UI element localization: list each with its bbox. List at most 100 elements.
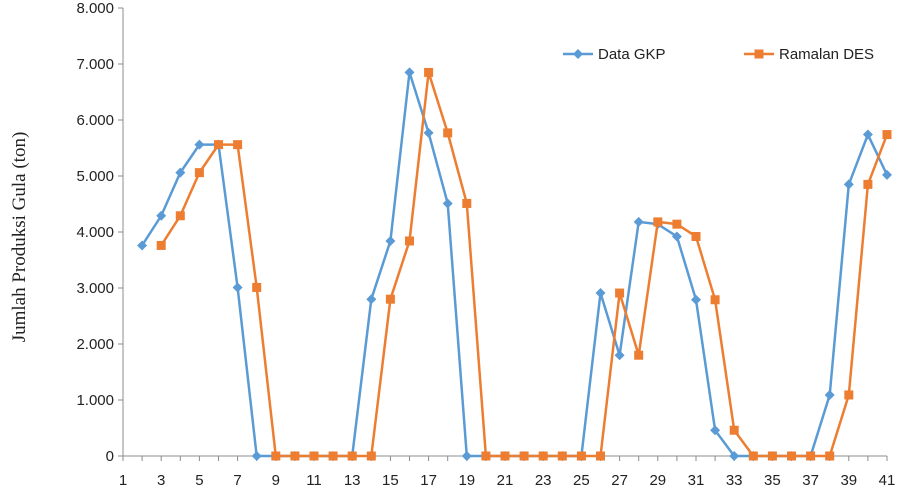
x-tick-label: 5 bbox=[195, 472, 203, 489]
series-2-point bbox=[806, 451, 816, 461]
x-tick-label: 23 bbox=[535, 472, 552, 489]
series-2-point bbox=[309, 451, 319, 461]
x-tick-label: 33 bbox=[726, 472, 743, 489]
series-1-point bbox=[232, 282, 243, 293]
series-2-point bbox=[767, 451, 777, 461]
series-1-point bbox=[423, 127, 434, 138]
series-2-point bbox=[443, 128, 453, 138]
series-1-point bbox=[175, 167, 186, 178]
legend-label: Ramalan DES bbox=[779, 46, 874, 63]
series-1-point bbox=[862, 129, 873, 140]
y-tick-label: 3.000 bbox=[76, 280, 114, 297]
y-axis-title: Jumlah Produksi Gula (ton) bbox=[9, 132, 30, 343]
series-2-point bbox=[233, 140, 243, 150]
y-tick-label: 0 bbox=[106, 448, 114, 465]
series-1-point bbox=[882, 169, 892, 180]
legend-swatch-marker bbox=[573, 49, 583, 59]
y-tick-label: 5.000 bbox=[76, 168, 114, 185]
x-tick-label: 15 bbox=[382, 472, 399, 489]
series-1-point bbox=[461, 451, 472, 461]
y-axis-ticks: 0 1.000 2.000 3.000 4.000 5.000 6.000 7.000 8.00… bbox=[76, 0, 123, 465]
x-axis-ticks: 1 3 5 7 9 11 13 15 17 19 21 23 25 27 29 31 33 35 37 39 41 bbox=[119, 456, 896, 489]
series-2-point bbox=[156, 240, 166, 250]
y-tick-label: 8.000 bbox=[76, 0, 114, 17]
x-tick-label: 19 bbox=[458, 472, 475, 489]
series-2-point bbox=[710, 295, 720, 305]
series-1-point bbox=[194, 139, 205, 150]
series-2-point bbox=[882, 130, 892, 140]
series-2-point bbox=[405, 236, 414, 246]
x-tick-label: 29 bbox=[649, 472, 666, 489]
x-tick-label: 37 bbox=[802, 472, 819, 489]
y-tick-label: 7.000 bbox=[76, 56, 114, 73]
series-1-point bbox=[366, 294, 377, 305]
legend-item-2: Ramalan DES bbox=[744, 46, 874, 63]
series-2-point bbox=[576, 451, 586, 461]
series-2-point bbox=[748, 451, 758, 461]
series-1-point bbox=[385, 235, 396, 246]
x-tick-label: 7 bbox=[233, 472, 241, 489]
y-tick-label: 1.000 bbox=[76, 392, 114, 409]
legend-label: Data GKP bbox=[598, 46, 666, 63]
series-2-point bbox=[596, 451, 605, 461]
series-2-point bbox=[424, 67, 434, 77]
series-2-point bbox=[729, 425, 739, 435]
x-tick-label: 41 bbox=[879, 472, 896, 489]
series-1-point bbox=[671, 231, 682, 242]
series-1-point bbox=[843, 179, 854, 190]
x-tick-label: 3 bbox=[157, 472, 165, 489]
series-1-point bbox=[595, 288, 606, 299]
series-2-point bbox=[366, 451, 376, 461]
series-2 bbox=[156, 67, 892, 461]
legend: Data GKP Ramalan DES bbox=[563, 46, 874, 63]
series-1-point bbox=[710, 425, 721, 436]
series-2-point bbox=[347, 451, 357, 461]
series-2-point bbox=[538, 451, 548, 461]
series-2-point bbox=[787, 451, 796, 461]
y-tick-label: 2.000 bbox=[76, 336, 114, 353]
legend-item-1: Data GKP bbox=[563, 46, 666, 63]
x-tick-label: 9 bbox=[272, 472, 280, 489]
series-2-point bbox=[653, 217, 663, 227]
series-1-point bbox=[404, 67, 415, 78]
x-tick-label: 1 bbox=[119, 472, 127, 489]
series-1-point bbox=[691, 294, 701, 305]
y-tick-label: 4.000 bbox=[76, 224, 114, 241]
y-axis-title-group: Jumlah Produksi Gula (ton) bbox=[9, 132, 30, 343]
series-layer bbox=[137, 67, 892, 461]
x-tick-label: 39 bbox=[840, 472, 857, 489]
series-2-point bbox=[557, 451, 567, 461]
series-2-point bbox=[252, 282, 262, 292]
series-2-point bbox=[825, 451, 835, 461]
series-2-point bbox=[385, 294, 395, 304]
series-1-point bbox=[442, 198, 453, 209]
y-tick-label: 6.000 bbox=[76, 112, 114, 129]
series-1-point bbox=[633, 216, 644, 227]
series-2-point bbox=[214, 140, 223, 150]
x-tick-label: 13 bbox=[344, 472, 361, 489]
series-1-point bbox=[824, 389, 835, 400]
series-2-point bbox=[462, 198, 472, 208]
series-2-point bbox=[672, 219, 682, 229]
series-2-line bbox=[160, 71, 889, 458]
series-2-point bbox=[328, 451, 338, 461]
series-2-point bbox=[290, 451, 300, 461]
series-1 bbox=[137, 67, 892, 461]
series-2-point bbox=[481, 451, 491, 461]
axes bbox=[122, 8, 887, 457]
series-2-point bbox=[844, 390, 854, 400]
series-1-point bbox=[251, 451, 262, 461]
series-2-point bbox=[634, 350, 644, 360]
series-2-point bbox=[519, 451, 529, 461]
series-2-point bbox=[500, 451, 510, 461]
series-2-point bbox=[691, 231, 701, 241]
legend-swatch-marker bbox=[754, 49, 764, 59]
series-1-point bbox=[729, 451, 740, 461]
x-tick-label: 21 bbox=[497, 472, 514, 489]
series-1-point bbox=[156, 210, 167, 221]
x-tick-label: 27 bbox=[611, 472, 628, 489]
series-2-point bbox=[271, 451, 281, 461]
x-tick-label: 31 bbox=[688, 472, 705, 489]
x-tick-label: 17 bbox=[420, 472, 437, 489]
